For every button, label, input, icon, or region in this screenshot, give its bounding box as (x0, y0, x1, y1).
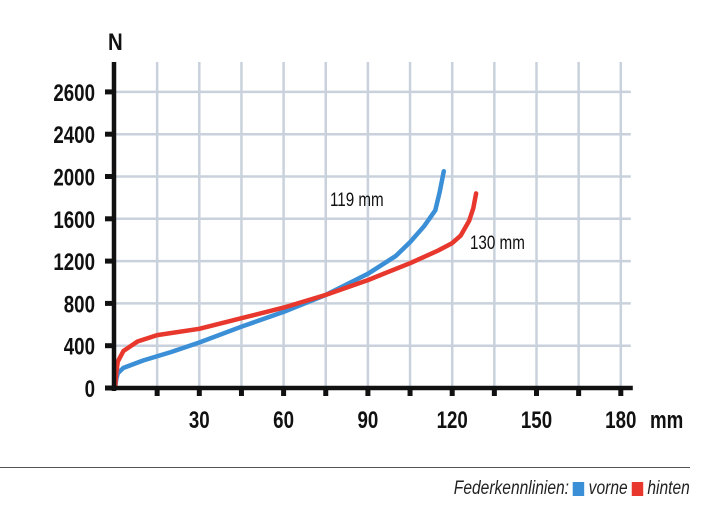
y-tick-mark (105, 300, 113, 306)
y-tick-mark (105, 216, 113, 222)
series-end-label-hinten: 130 mm (470, 231, 525, 253)
series-end-label-vorne: 119 mm (330, 188, 384, 210)
x-tick-label: 30 (189, 407, 210, 434)
legend: Federkennlinien: vorne hinten (454, 478, 690, 500)
divider (0, 467, 690, 468)
x-axis-label: mm (650, 407, 683, 434)
y-tick-label: 2000 (53, 164, 95, 191)
y-tick-label: 2400 (53, 122, 95, 149)
x-tick-label: 120 (437, 407, 468, 434)
y-tick-label: 1200 (53, 249, 95, 276)
y-tick-mark (105, 385, 113, 391)
legend-swatch-vorne (573, 482, 585, 496)
x-tick-mark (365, 388, 371, 396)
x-tick-label: 150 (521, 407, 552, 434)
y-tick-mark (105, 343, 113, 349)
x-tick-mark (491, 388, 497, 396)
x-tick-mark (281, 388, 287, 396)
x-tick-mark (323, 388, 329, 396)
y-tick-mark (105, 174, 113, 179)
y-tick-label: 400 (64, 334, 95, 361)
y-tick-mark (105, 89, 113, 95)
x-tick-mark (407, 388, 413, 396)
x-tick-mark (196, 388, 202, 396)
x-tick-mark (576, 388, 582, 396)
y-tick-label: 800 (64, 291, 95, 318)
legend-swatch-hinten (631, 482, 644, 496)
x-tick-mark (534, 388, 539, 396)
y-axis-label: N (108, 28, 123, 55)
x-tick-label: 60 (273, 407, 294, 434)
x-tick-mark (154, 388, 160, 396)
x-tick-mark (238, 388, 244, 396)
y-tick-label: 1600 (53, 207, 95, 234)
legend-title: Federkennlinien: (454, 478, 570, 499)
y-tick-label: 2600 (53, 80, 95, 107)
x-tick-mark (618, 388, 624, 396)
y-tick-label: 0 (85, 376, 95, 403)
y-tick-mark (105, 258, 113, 264)
series-line-vorne (112, 168, 447, 391)
x-tick-label: 180 (605, 407, 636, 434)
x-tick-label: 90 (357, 407, 378, 434)
series-line-hinten (112, 191, 479, 391)
legend-label-vorne: vorne (588, 478, 628, 499)
legend-label-hinten: hinten (647, 478, 690, 499)
y-tick-mark (105, 131, 113, 137)
x-tick-mark (449, 388, 455, 396)
